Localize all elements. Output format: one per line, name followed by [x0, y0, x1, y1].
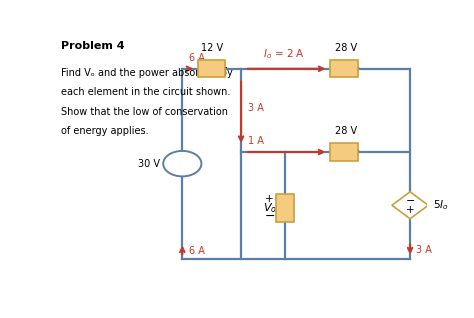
Text: +: +	[329, 145, 337, 155]
Text: −: −	[217, 61, 228, 74]
Text: 3 A: 3 A	[248, 103, 264, 113]
Circle shape	[163, 151, 201, 176]
Text: −: −	[349, 61, 360, 74]
Bar	[330, 143, 358, 161]
Bar	[330, 60, 358, 77]
Text: +: +	[406, 205, 414, 215]
Text: 3 A: 3 A	[416, 245, 431, 255]
Text: 6 A: 6 A	[189, 246, 205, 256]
Text: of energy applies.: of energy applies.	[61, 126, 149, 136]
Text: +: +	[329, 62, 337, 72]
Text: 28 V: 28 V	[335, 43, 357, 53]
Text: $I_o$ = 2 A: $I_o$ = 2 A	[263, 48, 305, 61]
Text: −: −	[176, 160, 188, 174]
Text: 28 V: 28 V	[335, 126, 357, 136]
Text: −: −	[264, 211, 275, 224]
Text: 5$I_o$: 5$I_o$	[433, 198, 448, 212]
Text: Show that the low of conservation: Show that the low of conservation	[61, 107, 228, 117]
Text: 6 A: 6 A	[189, 53, 205, 63]
Text: 1 A: 1 A	[248, 136, 264, 146]
Text: each element in the circuit shown.: each element in the circuit shown.	[61, 87, 230, 97]
Text: 12 V: 12 V	[201, 43, 223, 53]
Text: Problem 4: Problem 4	[61, 41, 125, 51]
Bar	[198, 60, 226, 77]
Text: −: −	[405, 196, 415, 205]
Text: 30 V: 30 V	[137, 159, 160, 169]
Text: −: −	[349, 145, 360, 158]
Text: +: +	[265, 194, 274, 204]
Text: Find Vₒ and the power absorbed by: Find Vₒ and the power absorbed by	[61, 67, 233, 78]
Text: $V_o$: $V_o$	[263, 201, 277, 215]
Polygon shape	[392, 192, 428, 219]
Bar	[276, 194, 294, 222]
Text: +: +	[197, 62, 205, 72]
Text: +: +	[178, 156, 187, 165]
